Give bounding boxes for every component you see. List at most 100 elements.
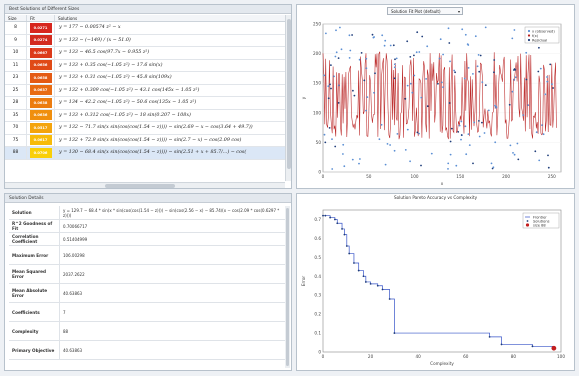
table-row[interactable]: 28 0.0638 y = 134 − 42.2 cos(−1.05 z²) − 5… [5,97,286,110]
x-tick-label: 0 [322,174,325,179]
observed-point [386,143,389,145]
observed-point [325,32,327,35]
solution-point [353,262,355,264]
row-size: 9 [5,34,27,46]
row-fit-cell: 0.0658 [27,72,55,84]
observed-point [511,90,514,93]
observed-point [516,142,519,145]
pareto-plot-panel: Solution Pareto Accuracy vs Complexity 0… [296,193,575,371]
observed-point [360,52,363,54]
detail-value[interactable]: 40.63863 [59,341,285,359]
detail-value[interactable]: 0.51404999 [59,233,285,245]
table-row[interactable]: 35 0.0636 y = 133 + 0.312 cos(−1.05 z²) − … [5,109,286,122]
observed-point [460,138,462,141]
y-tick-label: 0.3 [314,293,321,298]
observed-point [449,153,452,156]
table-row[interactable]: 75 0.0617 y = 132 + 72.9 sin(x sin(cos(cos… [5,134,286,147]
scrollbar-thumb[interactable] [105,184,175,188]
detail-row: Mean Absolute Error 40.63863 [9,284,285,303]
observed-point [538,46,540,49]
legend-entry: f(x) [532,34,539,38]
frontier-line [323,215,554,347]
detail-label: Primary Objective [12,347,55,353]
observed-point [476,65,479,68]
row-fit-cell: 0.0636 [27,109,55,121]
x-tick-label: 150 [456,174,464,179]
vertical-scrollbar[interactable] [285,15,291,181]
observed-point [337,57,340,59]
observed-point [539,67,542,70]
fit-badge: 0.0517 [29,122,52,133]
observed-point [546,80,549,83]
solution-point [341,228,343,230]
solution-point [388,298,391,300]
table-row[interactable]: 70 0.0517 y = 132 − 71.7 sin(x sin(cos(cos… [5,122,286,135]
observed-point [342,143,345,146]
row-solution: y = 133 − 46.5 cos(97.7x − 0.955 z²) [59,50,150,55]
row-solution: y = 133 + 0.31 cos(−1.05 z²) − 45.8 sin(… [59,75,172,80]
solution-point [381,288,384,291]
fit-plot-chart[interactable]: 0 50 100 150 200 250 0 50 100 150 200 250 x y x (obser… [297,16,574,188]
detail-value[interactable]: 106.00298 [59,246,285,264]
plot-type-dropdown[interactable]: Solution Fit Plot (default) ▾ [387,7,463,15]
column-header-size[interactable]: Size [5,15,27,21]
solution-point [488,335,491,338]
table-row[interactable]: 23 0.0658 y = 133 + 0.31 cos(−1.05 z²) − 4… [5,72,286,85]
row-solution: y = 132 + 0.309 cos(−1.05 z²) − 43.1 cos… [59,87,200,93]
fit-badge: 0.0271 [29,22,52,33]
detail-value[interactable]: 88 [59,322,285,340]
table-row[interactable]: 88 0.0706 y = 130 − 68.4 sin(x sin(cos(cos… [5,147,286,160]
observed-point [324,141,327,144]
y-tick-label: 250 [313,22,321,27]
table-row[interactable]: 25 0.0637 y = 132 + 0.309 cos(−1.05 z²) − … [5,84,286,97]
observed-point [454,71,456,74]
row-fit-cell: 0.0517 [27,122,55,134]
observed-point [373,91,375,94]
table-row[interactable]: 10 0.0667 y = 133 − 46.5 cos(97.7x − 0.955… [5,47,286,60]
observed-point [483,132,486,134]
row-size: 10 [5,47,27,59]
pareto-plot-chart[interactable]: 0 0.1 0.2 0.3 0.4 0.5 0.6 0.7 0 20 40 60 80 100 Comple… [297,202,574,370]
pareto-chart-title: Solution Pareto Accuracy vs Complexity [393,195,478,200]
observed-point [404,97,407,100]
observed-point [487,109,490,112]
detail-value[interactable]: 7 [59,303,285,321]
observed-point [481,121,483,124]
solution-point [324,214,327,217]
observed-point [359,158,361,160]
column-header-solutions[interactable]: Solutions [55,15,286,21]
scrollbar-thumb[interactable] [287,19,291,169]
fit-badge: 0.0274 [29,35,52,46]
observed-point [527,104,530,106]
detail-value[interactable]: y = 129.7 − 68.4 * sin(x * sin(cos(cos(1… [59,206,285,219]
table-row[interactable]: 11 0.0656 y = 133 + 0.35 cos(−1.05 z²) − 1… [5,59,286,72]
observed-point [538,159,541,162]
detail-row: R^2 Goodness of Fit 0.70066717 [9,220,285,233]
observed-point [329,83,331,86]
detail-value[interactable]: 40.63863 [59,284,285,302]
observed-point [544,93,547,96]
observed-point [393,63,396,66]
observed-point [416,131,419,134]
observed-point [392,44,395,47]
detail-label: R^2 Goodness of Fit [12,221,53,231]
observed-point [394,58,396,61]
observed-point [327,97,330,100]
detail-value[interactable]: 2037.2622 [59,265,285,283]
column-header-fit[interactable]: Fit [27,15,55,21]
fit-badge: 0.0638 [29,97,52,108]
scrollbar-thumb[interactable] [286,208,289,366]
details-scrollbar[interactable] [285,206,290,368]
observed-point [406,40,409,43]
observed-point [547,154,549,157]
observed-point [447,27,450,30]
table-row[interactable]: 8 0.0271 y = 177 − 0.00574 z² − x [5,22,286,35]
horizontal-scrollbar[interactable] [5,182,285,188]
table-row[interactable]: 9 0.0274 y = 133 − (−149) / (x − 51.0) [5,34,286,47]
observed-point [493,71,495,74]
fit-badge: 0.0706 [29,147,52,158]
detail-value[interactable]: 0.70066717 [59,220,285,232]
legend-entry: x (observed) [532,29,555,33]
y-tick-label: 0.2 [314,312,321,317]
row-fit-cell: 0.0706 [27,147,55,159]
